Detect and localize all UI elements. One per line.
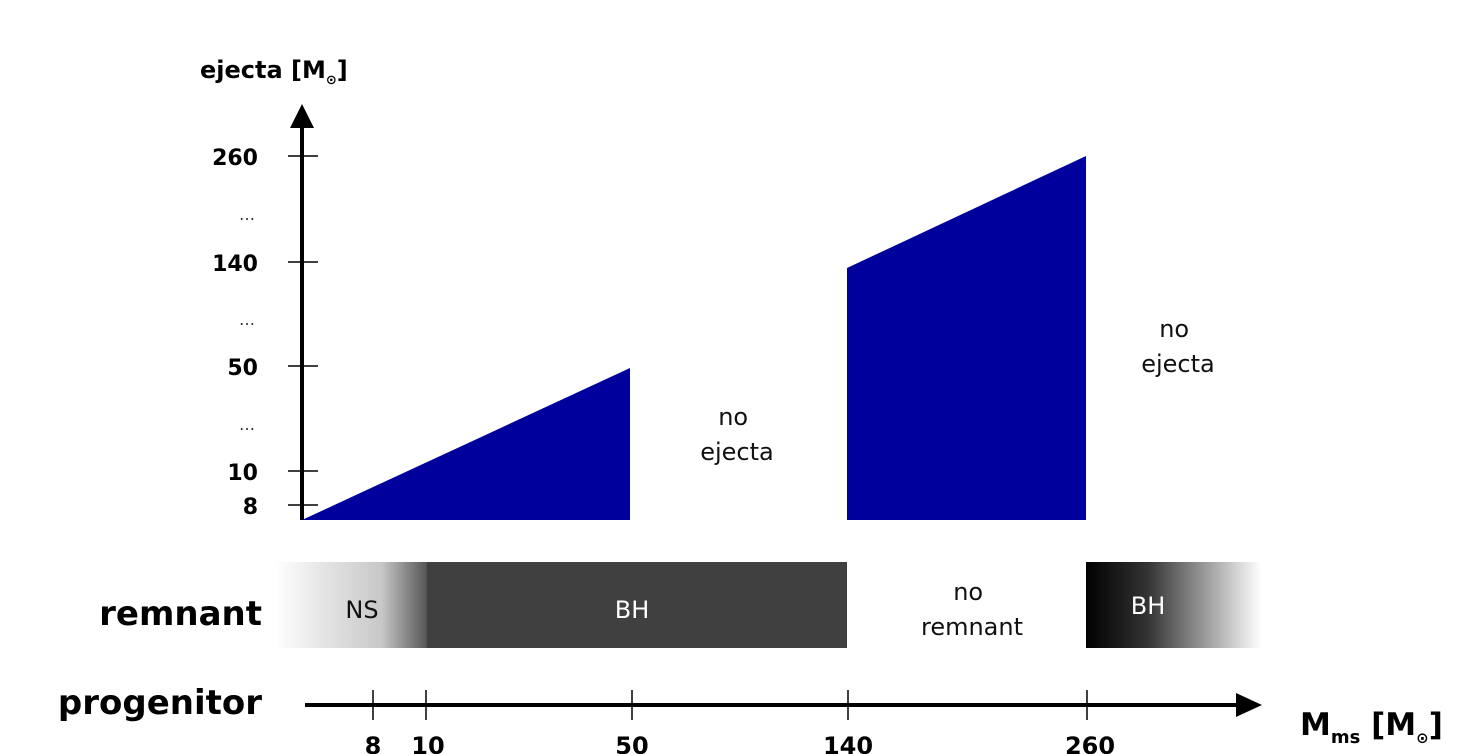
y-tick-dots: … [239, 205, 255, 224]
y-tick-label: 50 [227, 356, 258, 381]
x-tick-dots: … [960, 741, 976, 754]
y-tick-dots: … [239, 310, 255, 329]
region-label: no ejecta [700, 403, 774, 466]
x-tick-label: 8 [365, 732, 382, 754]
region-line: ejecta [700, 438, 774, 466]
x-title-sub: ⊙ [1416, 729, 1429, 747]
region-line: no [718, 403, 748, 431]
row-label: remnant [99, 594, 262, 634]
x-tick-label: 10 [411, 732, 444, 754]
x-tick-label: 50 [615, 732, 648, 754]
no-remnant-label: no remnant [921, 578, 1023, 641]
x-tick-label: 140 [823, 732, 873, 754]
region-line: ejecta [1141, 350, 1215, 378]
y-tick-label: 260 [212, 146, 258, 171]
x-axis-title: Mms [M⊙] [1300, 707, 1443, 748]
y-tick-label: 10 [227, 461, 258, 486]
x-tick-label: 260 [1065, 732, 1115, 754]
band-label: NS [345, 596, 378, 624]
band-label: BH [615, 596, 650, 624]
x-title-sub: ms [1331, 727, 1360, 748]
y-title-sub: ⊙ [326, 73, 337, 88]
x-title-mid: [M [1360, 707, 1416, 743]
x-title-main: M [1300, 707, 1331, 743]
y-tick-dots: … [239, 415, 255, 434]
y-title-end: ] [337, 56, 348, 84]
region-label: no ejecta [1141, 315, 1215, 378]
row-label: progenitor [58, 683, 262, 723]
x-arrow [1236, 693, 1262, 717]
band-label: BH [1131, 592, 1166, 620]
x-title-end: ] [1429, 707, 1443, 743]
region-line: no [1159, 315, 1189, 343]
ns-band [275, 562, 427, 648]
no-remnant-line: no [953, 578, 983, 606]
x-tick-dots: … [522, 741, 538, 754]
y-ticks [288, 155, 318, 506]
bh-band [1086, 562, 1261, 648]
no-remnant-line: remnant [921, 613, 1023, 641]
bh-band [427, 562, 847, 648]
y-tick-label: 8 [243, 495, 258, 520]
ejecta-area [847, 156, 1086, 520]
ejecta-area [302, 368, 630, 520]
y-tick-label: 140 [212, 252, 258, 277]
y-axis-title: ejecta [M⊙] [200, 56, 348, 88]
y-arrow [290, 104, 314, 128]
x-ticks [372, 690, 1088, 720]
y-title-main: ejecta [M [200, 56, 326, 84]
x-tick-dots: … [719, 741, 735, 754]
